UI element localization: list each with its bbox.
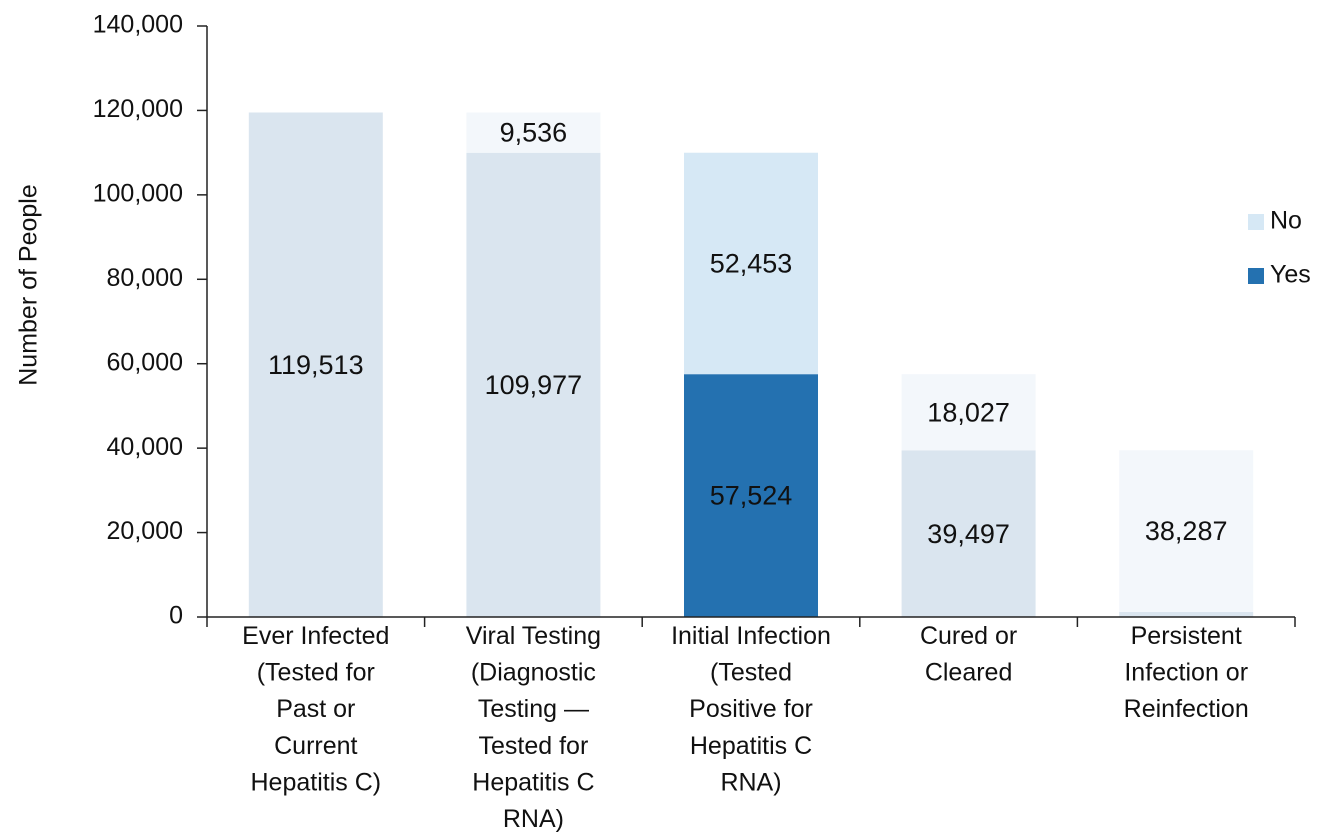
y-tick-label: 80,000 bbox=[107, 264, 183, 292]
legend-label: Yes bbox=[1270, 261, 1311, 289]
data-label: 39,497 bbox=[927, 519, 1010, 549]
data-label: 119,513 bbox=[268, 350, 364, 380]
bar-segment bbox=[466, 152, 601, 618]
x-tick-label-line: Reinfection bbox=[1124, 695, 1249, 723]
x-tick-label-line: (Tested for bbox=[257, 658, 375, 686]
x-tick-label-line: Persistent bbox=[1131, 622, 1242, 650]
x-tick-label-line: Ever Infected bbox=[242, 622, 389, 650]
x-tick-label-line: Cured or bbox=[920, 622, 1017, 650]
x-tick-label-line: Hepatitis C) bbox=[251, 768, 382, 796]
x-tick-label: Ever Infected (Tested for Past or Current He… bbox=[242, 622, 389, 796]
x-tick-label: Persistent Infection or Reinfection bbox=[1124, 622, 1249, 723]
x-tick-label-line: Hepatitis C bbox=[472, 768, 594, 796]
data-label: 52,453 bbox=[710, 249, 793, 279]
x-tick-label-line: (Tested bbox=[710, 658, 792, 686]
bar-segment bbox=[1119, 611, 1254, 617]
x-tick-label-line: Tested for bbox=[479, 731, 589, 759]
y-tick-label: 120,000 bbox=[93, 95, 183, 123]
x-tick-label-line: Infection or bbox=[1124, 658, 1248, 686]
y-tick-label: 100,000 bbox=[93, 179, 183, 207]
x-tick-label-line: (Diagnostic bbox=[471, 658, 596, 686]
bar-segment bbox=[1119, 450, 1254, 612]
x-tick-label-line: Cleared bbox=[925, 658, 1013, 686]
x-tick-label-line: RNA) bbox=[503, 805, 564, 833]
bar-segment bbox=[466, 112, 601, 153]
x-tick-label: Cured or Cleared bbox=[920, 622, 1017, 687]
bar-segment bbox=[684, 374, 818, 617]
y-tick-label: 0 bbox=[169, 602, 183, 630]
x-tick-label: Initial Infection (Tested Positive for Hepa… bbox=[671, 622, 831, 796]
y-axis-label: Number of People bbox=[15, 184, 43, 386]
legend-label: No bbox=[1270, 207, 1302, 235]
x-tick-label: Viral Testing (Diagnostic Testing — Tested … bbox=[466, 622, 601, 833]
x-tick-label-line: Positive for bbox=[689, 695, 813, 723]
x-tick-label-line: Viral Testing bbox=[466, 622, 601, 650]
x-tick-label-line: Testing — bbox=[478, 695, 589, 723]
bar-segment bbox=[901, 450, 1036, 617]
y-tick-label: 20,000 bbox=[107, 517, 183, 545]
data-label: 38,287 bbox=[1145, 516, 1228, 546]
x-tick-label-line: Initial Infection bbox=[671, 622, 831, 650]
y-tick-label: 40,000 bbox=[107, 433, 183, 461]
x-tick-label-line: Hepatitis C bbox=[690, 731, 812, 759]
data-label: 18,027 bbox=[927, 397, 1010, 427]
data-label: 9,536 bbox=[500, 118, 568, 148]
bar-segment bbox=[901, 374, 1036, 451]
legend-swatch bbox=[1248, 214, 1264, 230]
y-tick-label: 60,000 bbox=[107, 348, 183, 376]
data-label: 109,977 bbox=[485, 370, 583, 400]
data-label: 57,524 bbox=[710, 481, 793, 511]
bar-segment bbox=[248, 112, 383, 617]
y-tick-label: 140,000 bbox=[93, 11, 183, 39]
legend-swatch bbox=[1248, 268, 1264, 284]
x-tick-label-line: Past or bbox=[276, 695, 355, 723]
x-tick-label-line: Current bbox=[274, 731, 357, 759]
bar-segment bbox=[684, 152, 818, 375]
x-tick-label-line: RNA) bbox=[720, 768, 781, 796]
